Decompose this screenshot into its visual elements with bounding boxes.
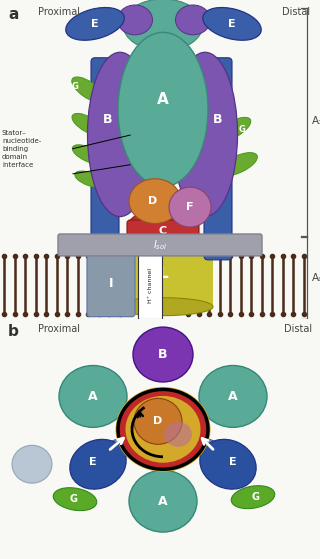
Text: A: A — [158, 495, 168, 508]
Ellipse shape — [72, 113, 104, 135]
Text: D: D — [148, 196, 158, 206]
Ellipse shape — [101, 438, 135, 461]
Ellipse shape — [116, 387, 211, 472]
Text: C: C — [159, 226, 167, 236]
Text: Distal: Distal — [282, 7, 310, 17]
Text: G: G — [69, 494, 77, 504]
Text: Distal: Distal — [284, 324, 312, 334]
Text: E: E — [89, 457, 97, 467]
Ellipse shape — [129, 210, 197, 238]
Ellipse shape — [113, 234, 213, 254]
Text: A: A — [88, 390, 98, 403]
Ellipse shape — [72, 145, 104, 164]
Ellipse shape — [70, 439, 126, 489]
Ellipse shape — [129, 179, 181, 224]
Ellipse shape — [191, 438, 225, 461]
Text: A₀: A₀ — [312, 273, 320, 283]
Text: L: L — [158, 266, 168, 281]
Ellipse shape — [117, 5, 153, 35]
FancyBboxPatch shape — [58, 234, 262, 256]
Text: $I_{sol}$: $I_{sol}$ — [153, 238, 167, 252]
Ellipse shape — [59, 366, 127, 427]
Ellipse shape — [66, 7, 124, 40]
FancyBboxPatch shape — [204, 58, 232, 260]
Text: D: D — [153, 416, 163, 427]
Text: E: E — [91, 19, 99, 29]
Text: G: G — [251, 492, 259, 502]
Text: G: G — [239, 125, 245, 134]
Ellipse shape — [164, 422, 192, 447]
Ellipse shape — [123, 0, 203, 51]
Text: a: a — [8, 7, 18, 22]
Text: F: F — [186, 202, 194, 212]
Ellipse shape — [200, 439, 256, 489]
Ellipse shape — [219, 153, 257, 176]
FancyBboxPatch shape — [91, 58, 119, 260]
Text: Proximal: Proximal — [38, 7, 80, 17]
Text: b: b — [8, 324, 19, 339]
Ellipse shape — [12, 446, 52, 483]
Ellipse shape — [231, 486, 275, 509]
Bar — [138, 253, 162, 319]
Text: A: A — [157, 92, 169, 107]
Ellipse shape — [113, 298, 213, 316]
FancyBboxPatch shape — [87, 251, 135, 316]
Text: I: I — [109, 277, 113, 290]
Ellipse shape — [203, 7, 261, 40]
Text: A₁: A₁ — [312, 116, 320, 126]
Text: Stator–
nucleotide-
binding
domain
interface: Stator– nucleotide- binding domain inter… — [2, 130, 41, 168]
Ellipse shape — [134, 399, 182, 444]
Text: E: E — [229, 457, 237, 467]
Ellipse shape — [215, 117, 251, 141]
Ellipse shape — [133, 327, 193, 382]
Ellipse shape — [53, 487, 97, 510]
Ellipse shape — [172, 53, 237, 216]
Ellipse shape — [118, 32, 208, 187]
Text: E: E — [228, 19, 236, 29]
Ellipse shape — [129, 470, 197, 532]
Text: H⁺ channel: H⁺ channel — [148, 268, 153, 304]
Ellipse shape — [87, 53, 153, 216]
Bar — [113, 243, 213, 309]
Ellipse shape — [72, 77, 104, 102]
Text: G: G — [72, 82, 78, 91]
Text: B: B — [103, 113, 113, 126]
Ellipse shape — [175, 5, 211, 35]
FancyBboxPatch shape — [127, 220, 199, 254]
Ellipse shape — [75, 171, 105, 187]
Text: B: B — [213, 113, 223, 126]
Text: B: B — [158, 348, 168, 361]
Text: Proximal: Proximal — [38, 324, 80, 334]
Text: A: A — [228, 390, 238, 403]
Ellipse shape — [169, 187, 211, 227]
Ellipse shape — [199, 366, 267, 427]
